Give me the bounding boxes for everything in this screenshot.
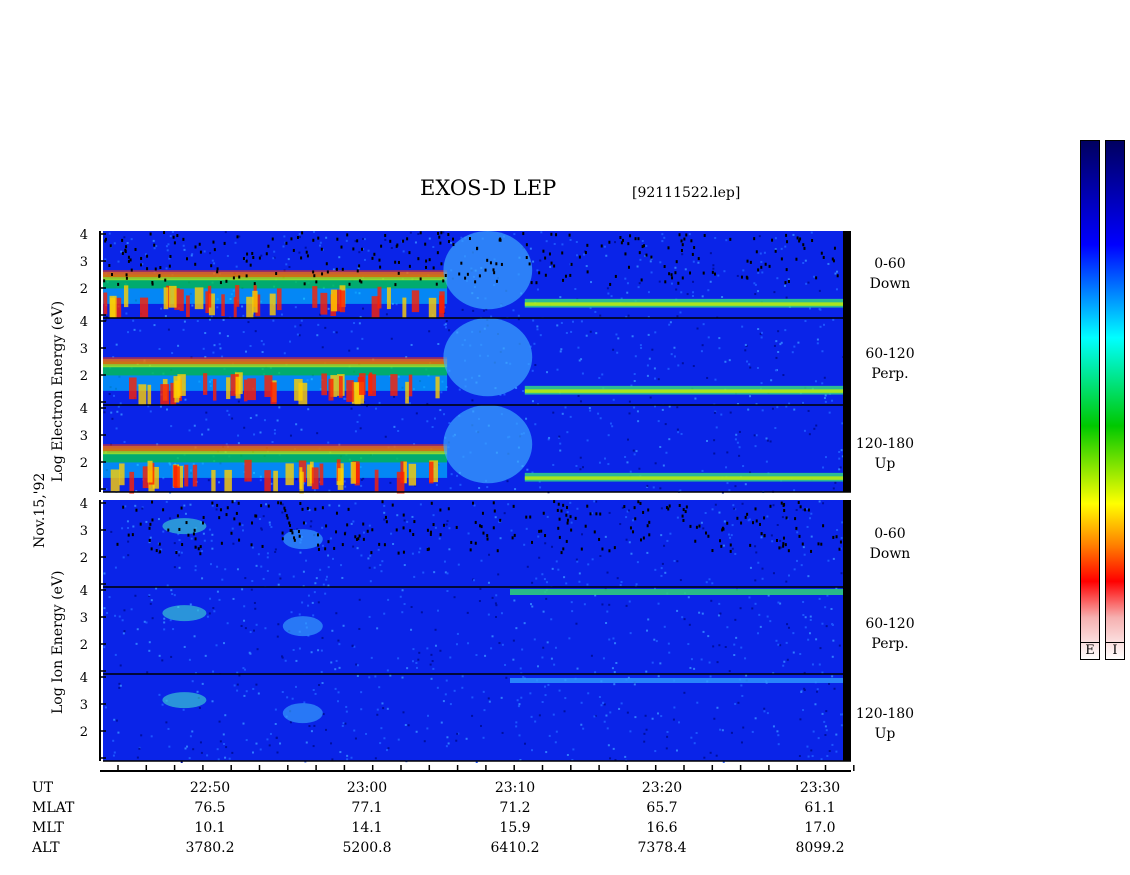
y-tick-label: 2 [80, 551, 88, 566]
ephemeris-alt-value: 7378.4 [637, 840, 687, 856]
ephemeris-alt-value: 5200.8 [342, 840, 392, 856]
colorbar-label-i: I [1105, 642, 1125, 660]
row-name-mlat: MLAT [32, 800, 75, 816]
row-name-alt: ALT [32, 840, 60, 856]
spectrogram-panel [103, 674, 851, 763]
y-tick-label: 3 [80, 429, 88, 444]
pa-label-i-perp: 60-120 Perp. [865, 616, 915, 652]
ephemeris-mlt-value: 10.1 [194, 820, 226, 836]
ion-axis-label: Log Ion Energy (eV) [50, 570, 66, 714]
colorbar-label-e: E [1080, 642, 1100, 660]
y-tick-label: 3 [80, 255, 88, 270]
electron-colorbar [1080, 140, 1100, 660]
ephemeris-ut-value: 22:50 [189, 780, 231, 796]
y-tick-label: 3 [80, 698, 88, 713]
pa-label-i-up: 120-180 Up [855, 706, 915, 742]
y-tick-label: 4 [80, 497, 88, 512]
y-tick-label: 3 [80, 611, 88, 626]
pa-label-e-up: 120-180 Up [855, 436, 915, 472]
ephemeris-alt-value: 6410.2 [490, 840, 540, 856]
ephemeris-mlat-value: 76.5 [194, 800, 226, 816]
date-label: Nov.15,'92 [32, 472, 48, 548]
y-tick-label: 4 [80, 315, 88, 330]
pa-label-e-perp: 60-120 Perp. [865, 346, 915, 382]
ephemeris-alt-value: 3780.2 [185, 840, 235, 856]
ephemeris-ut-value: 23:20 [641, 780, 683, 796]
y-tick-label: 4 [80, 671, 88, 686]
y-tick-label: 4 [80, 228, 88, 243]
y-tick-label: 2 [80, 282, 88, 297]
ephemeris-mlt-value: 14.1 [351, 820, 383, 836]
ephemeris-alt-value: 8099.2 [795, 840, 845, 856]
y-tick-label: 4 [80, 584, 88, 599]
chart-title: EXOS-D LEP [420, 176, 557, 200]
spectrogram-panel [103, 587, 851, 676]
row-name-mlt: MLT [32, 820, 64, 836]
electron-axis-label: Log Electron Energy (eV) [50, 300, 66, 482]
ephemeris-mlt-value: 17.0 [804, 820, 836, 836]
y-tick-label: 2 [80, 638, 88, 653]
ephemeris-mlat-value: 61.1 [804, 800, 836, 816]
ephemeris-ut-value: 23:00 [346, 780, 388, 796]
y-tick-label: 3 [80, 524, 88, 539]
spectrogram-panel [103, 405, 851, 494]
y-tick-label: 3 [80, 342, 88, 357]
spectrogram-panel [103, 231, 851, 320]
y-tick-label: 4 [80, 402, 88, 417]
file-name: [92111522.lep] [632, 185, 741, 201]
spectrogram-panel [103, 318, 851, 407]
ephemeris-mlat-value: 77.1 [351, 800, 383, 816]
ephemeris-ut-value: 23:10 [494, 780, 536, 796]
ephemeris-mlat-value: 71.2 [499, 800, 531, 816]
ephemeris-mlt-value: 15.9 [499, 820, 531, 836]
row-name-ut: UT [32, 780, 54, 796]
pa-label-i-down: 0-60 Down [869, 526, 911, 562]
pa-label-e-down: 0-60 Down [869, 256, 911, 292]
ion-colorbar [1105, 140, 1125, 660]
ephemeris-ut-value: 23:30 [799, 780, 841, 796]
y-tick-label: 2 [80, 725, 88, 740]
y-tick-label: 2 [80, 369, 88, 384]
ephemeris-mlt-value: 16.6 [646, 820, 678, 836]
ephemeris-mlat-value: 65.7 [646, 800, 678, 816]
y-tick-label: 2 [80, 456, 88, 471]
spectrogram-panel [103, 500, 851, 589]
